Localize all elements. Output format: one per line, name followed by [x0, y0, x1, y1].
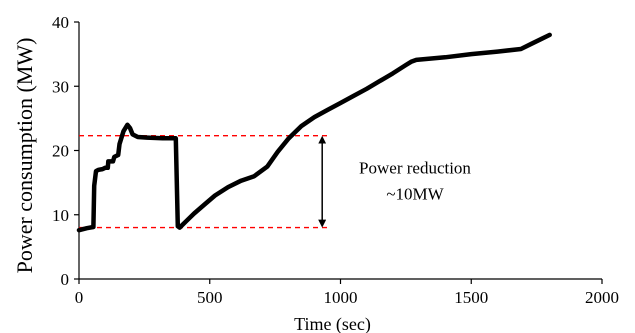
y-tick-label: 40: [52, 13, 69, 32]
annotation-text-line-2: ~10MW: [386, 185, 444, 204]
x-axis-label: Time (sec): [294, 314, 371, 333]
x-tick-label: 0: [75, 288, 84, 307]
y-tick-label: 20: [52, 142, 69, 161]
x-tick-label: 1000: [324, 288, 358, 307]
y-tick-label: 0: [61, 270, 70, 289]
x-tick-labels: 0 500 1000 1500 2000: [75, 279, 619, 307]
y-tick-label: 30: [52, 77, 69, 96]
annotation-text-line-1: Power reduction: [359, 159, 471, 178]
reference-lines: [79, 135, 328, 229]
y-axis-label: Power consumption (MW): [12, 38, 37, 274]
x-tick-label: 2000: [585, 288, 619, 307]
x-tick-label: 500: [197, 288, 223, 307]
y-tick-label: 10: [52, 206, 69, 225]
x-tick-label: 1500: [454, 288, 488, 307]
y-tick-labels: 0 10 20 30 40: [52, 13, 79, 289]
series-line: [76, 32, 552, 233]
